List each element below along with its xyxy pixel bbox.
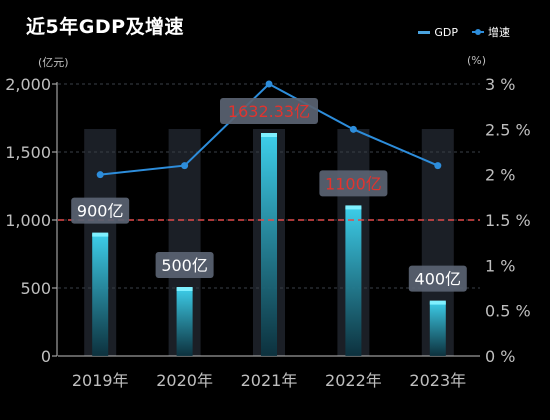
legend-line-swatch — [472, 29, 484, 35]
right-tick-label: 0.5 % — [485, 302, 531, 321]
x-tick-label: 2019年 — [72, 371, 129, 390]
gdp-bar — [261, 134, 277, 356]
gdp-bar-cap — [345, 205, 362, 210]
gdp-bar — [92, 233, 109, 356]
right-axis-unit: (%) — [467, 54, 487, 67]
legend-bar-swatch — [418, 30, 431, 34]
growth-point — [434, 162, 442, 170]
legend-label-gdp: GDP — [434, 25, 458, 39]
data-label: 400亿 — [415, 270, 462, 289]
data-label-box — [408, 265, 467, 292]
gdp-bar-cap — [176, 287, 193, 291]
data-label: 1632.33亿 — [228, 102, 310, 121]
legend-item-gdp[interactable]: GDP — [418, 26, 458, 39]
right-tick-label: 2 % — [485, 166, 515, 185]
x-tick-label: 2020年 — [156, 371, 213, 390]
data-label-box — [319, 170, 388, 197]
x-tick-label: 2021年 — [241, 371, 298, 390]
left-tick-label: 500 — [20, 279, 51, 298]
chart-title: 近5年GDP及增速 — [26, 16, 185, 38]
data-label: 1100亿 — [325, 174, 382, 193]
growth-point — [265, 80, 273, 88]
data-label-box — [220, 98, 318, 125]
gdp-bar — [345, 206, 362, 356]
left-tick-label: 0 — [41, 347, 51, 366]
legend-item-growth[interactable]: 增速 — [472, 24, 510, 40]
legend-label-growth: 增速 — [488, 26, 510, 39]
x-tick-label: 2023年 — [409, 371, 466, 390]
right-tick-label: 0 % — [485, 347, 515, 366]
gdp-bar-cap — [92, 232, 109, 237]
chart-legend: GDP 增速 — [418, 24, 510, 40]
left-tick-label: 2,000 — [5, 75, 51, 94]
left-tick-label: 1,000 — [5, 211, 51, 230]
gdp-bar — [429, 301, 446, 356]
gdp-bar-cap — [261, 133, 277, 138]
right-tick-label: 1.5 % — [485, 211, 531, 230]
right-tick-label: 2.5 % — [485, 120, 531, 139]
growth-point — [181, 162, 189, 170]
left-axis-unit: (亿元) — [38, 56, 69, 69]
data-label: 900亿 — [77, 202, 124, 221]
right-tick-label: 1 % — [485, 256, 515, 275]
data-label-box — [71, 197, 130, 224]
right-tick-label: 3 % — [485, 75, 515, 94]
data-label-box — [155, 252, 214, 278]
growth-point — [349, 125, 357, 133]
data-label: 500亿 — [161, 256, 208, 275]
x-tick-label: 2022年 — [325, 371, 382, 390]
gdp-bar — [176, 288, 193, 356]
gdp-bar-cap — [429, 300, 446, 305]
growth-point — [96, 171, 104, 179]
left-tick-label: 1,500 — [5, 143, 51, 162]
